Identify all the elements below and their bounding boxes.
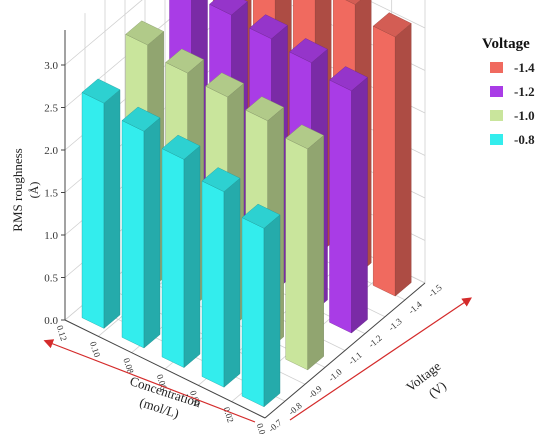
y-tick-label: -1.0 <box>326 366 344 383</box>
legend-swatch <box>490 110 503 121</box>
z-axis-unit: (Å) <box>27 182 41 199</box>
legend-item: -1.0 <box>490 108 535 123</box>
legend-swatch <box>490 86 503 97</box>
y-tick-label: -0.8 <box>286 400 304 417</box>
y-tick-label: -1.5 <box>426 282 444 299</box>
x-tick-label: 0.08 <box>121 357 136 376</box>
legend-label: -1.2 <box>514 84 535 99</box>
legend-swatch <box>490 134 503 145</box>
x-tick-label: 0.10 <box>88 340 103 359</box>
bar <box>161 134 201 369</box>
y-tick-label: -1.1 <box>346 350 363 367</box>
y-tick-label: -1.4 <box>406 299 424 316</box>
z-tick-label: 1.5 <box>44 188 58 200</box>
z-tick-label: 0.0 <box>44 315 58 327</box>
axes-layer: 0.00.51.01.52.02.53.00.120.100.080.060.0… <box>43 30 472 434</box>
y-axis-line <box>264 282 426 419</box>
z-tick-label: 2.0 <box>44 145 58 157</box>
y-tick-label: -1.2 <box>366 333 383 350</box>
bar <box>241 203 281 408</box>
bar <box>372 12 412 297</box>
bar <box>201 167 241 388</box>
bar <box>329 66 368 334</box>
legend-item: -1.4 <box>490 60 535 75</box>
legend-item: -1.2 <box>490 84 535 99</box>
bar <box>285 124 325 371</box>
bars-layer <box>81 0 412 408</box>
legend-label: -1.0 <box>514 108 535 123</box>
bar <box>121 106 161 349</box>
z-tick-label: 3.0 <box>44 60 58 72</box>
bar <box>81 78 121 329</box>
legend: Voltage -1.4 -1.2 -1.0 -0.8 <box>482 36 535 147</box>
x-axis-line <box>64 319 266 419</box>
z-tick-label: 1.0 <box>44 230 58 242</box>
legend-label: -1.4 <box>514 60 535 75</box>
legend-label: -0.8 <box>514 132 535 147</box>
x-tick-label: 0.00 <box>255 422 270 434</box>
z-axis-label: RMS roughness <box>10 148 25 231</box>
x-tick-label: 0.02 <box>221 406 235 424</box>
y-tick-label: -0.7 <box>266 417 284 434</box>
y-axis-arrow <box>289 297 472 421</box>
z-tick-label: 0.5 <box>44 273 58 285</box>
z-tick-label: 2.5 <box>44 103 58 115</box>
legend-swatch <box>490 62 503 73</box>
x-axis-arrow <box>43 339 256 423</box>
y-tick-label: -1.3 <box>386 316 404 333</box>
legend-item: -0.8 <box>490 132 535 147</box>
x-tick-label: 0.12 <box>55 324 69 342</box>
y-tick-label: -0.9 <box>306 383 324 400</box>
legend-title: Voltage <box>482 36 530 52</box>
